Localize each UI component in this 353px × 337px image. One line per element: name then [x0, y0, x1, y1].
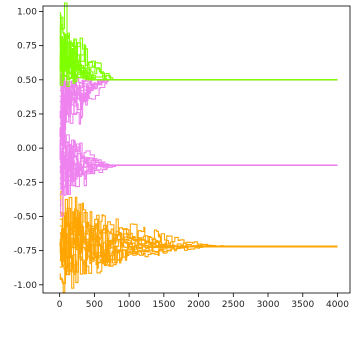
series-line-violet	[59, 157, 338, 190]
y-tick-label: 0.25	[17, 110, 37, 120]
x-tick-label: 1000	[118, 300, 141, 310]
series-line-violet	[59, 164, 338, 196]
y-tick-label: -1.00	[14, 281, 38, 291]
series-line-orange	[59, 242, 338, 289]
series-line-orange	[59, 246, 338, 294]
x-tick-label: 1500	[152, 300, 175, 310]
series-line-green	[59, 47, 338, 84]
series-line-orange	[59, 207, 338, 248]
x-tick-label: 3000	[257, 300, 280, 310]
x-tick-label: 2500	[222, 300, 245, 310]
plot-frame	[42, 5, 351, 294]
series-lines	[59, 2, 338, 294]
y-tick-label: 0.00	[17, 144, 37, 154]
y-axis: 1.00 0.75 0.50 0.25 0.00 -0.25 -0.50 -0.75 -1.00	[14, 7, 43, 291]
x-tick-label: 500	[86, 300, 103, 310]
x-tick-label: 2000	[187, 300, 210, 310]
x-axis: 0 500 1000 1500 2000 2500 3000 3500 4000	[57, 293, 349, 310]
y-tick-label: 0.50	[17, 76, 37, 86]
series-line-violet	[59, 79, 338, 141]
series-line-violet	[59, 79, 338, 123]
series-line-green	[59, 53, 338, 86]
y-tick-label: -0.75	[14, 247, 37, 257]
series-line-green	[59, 40, 338, 81]
x-tick-label: 3500	[291, 300, 314, 310]
y-tick-label: -0.50	[14, 212, 38, 222]
y-tick-label: -0.25	[14, 178, 37, 188]
y-tick-label: 1.00	[17, 7, 37, 17]
series-line-green	[59, 24, 338, 81]
series-line-violet	[59, 164, 338, 217]
x-tick-label: 4000	[326, 300, 349, 310]
x-tick-label: 0	[57, 300, 63, 310]
series-line-orange	[59, 211, 338, 253]
y-tick-label: 0.75	[17, 42, 37, 52]
series-line-green	[59, 50, 338, 88]
series-line-violet	[59, 73, 338, 102]
